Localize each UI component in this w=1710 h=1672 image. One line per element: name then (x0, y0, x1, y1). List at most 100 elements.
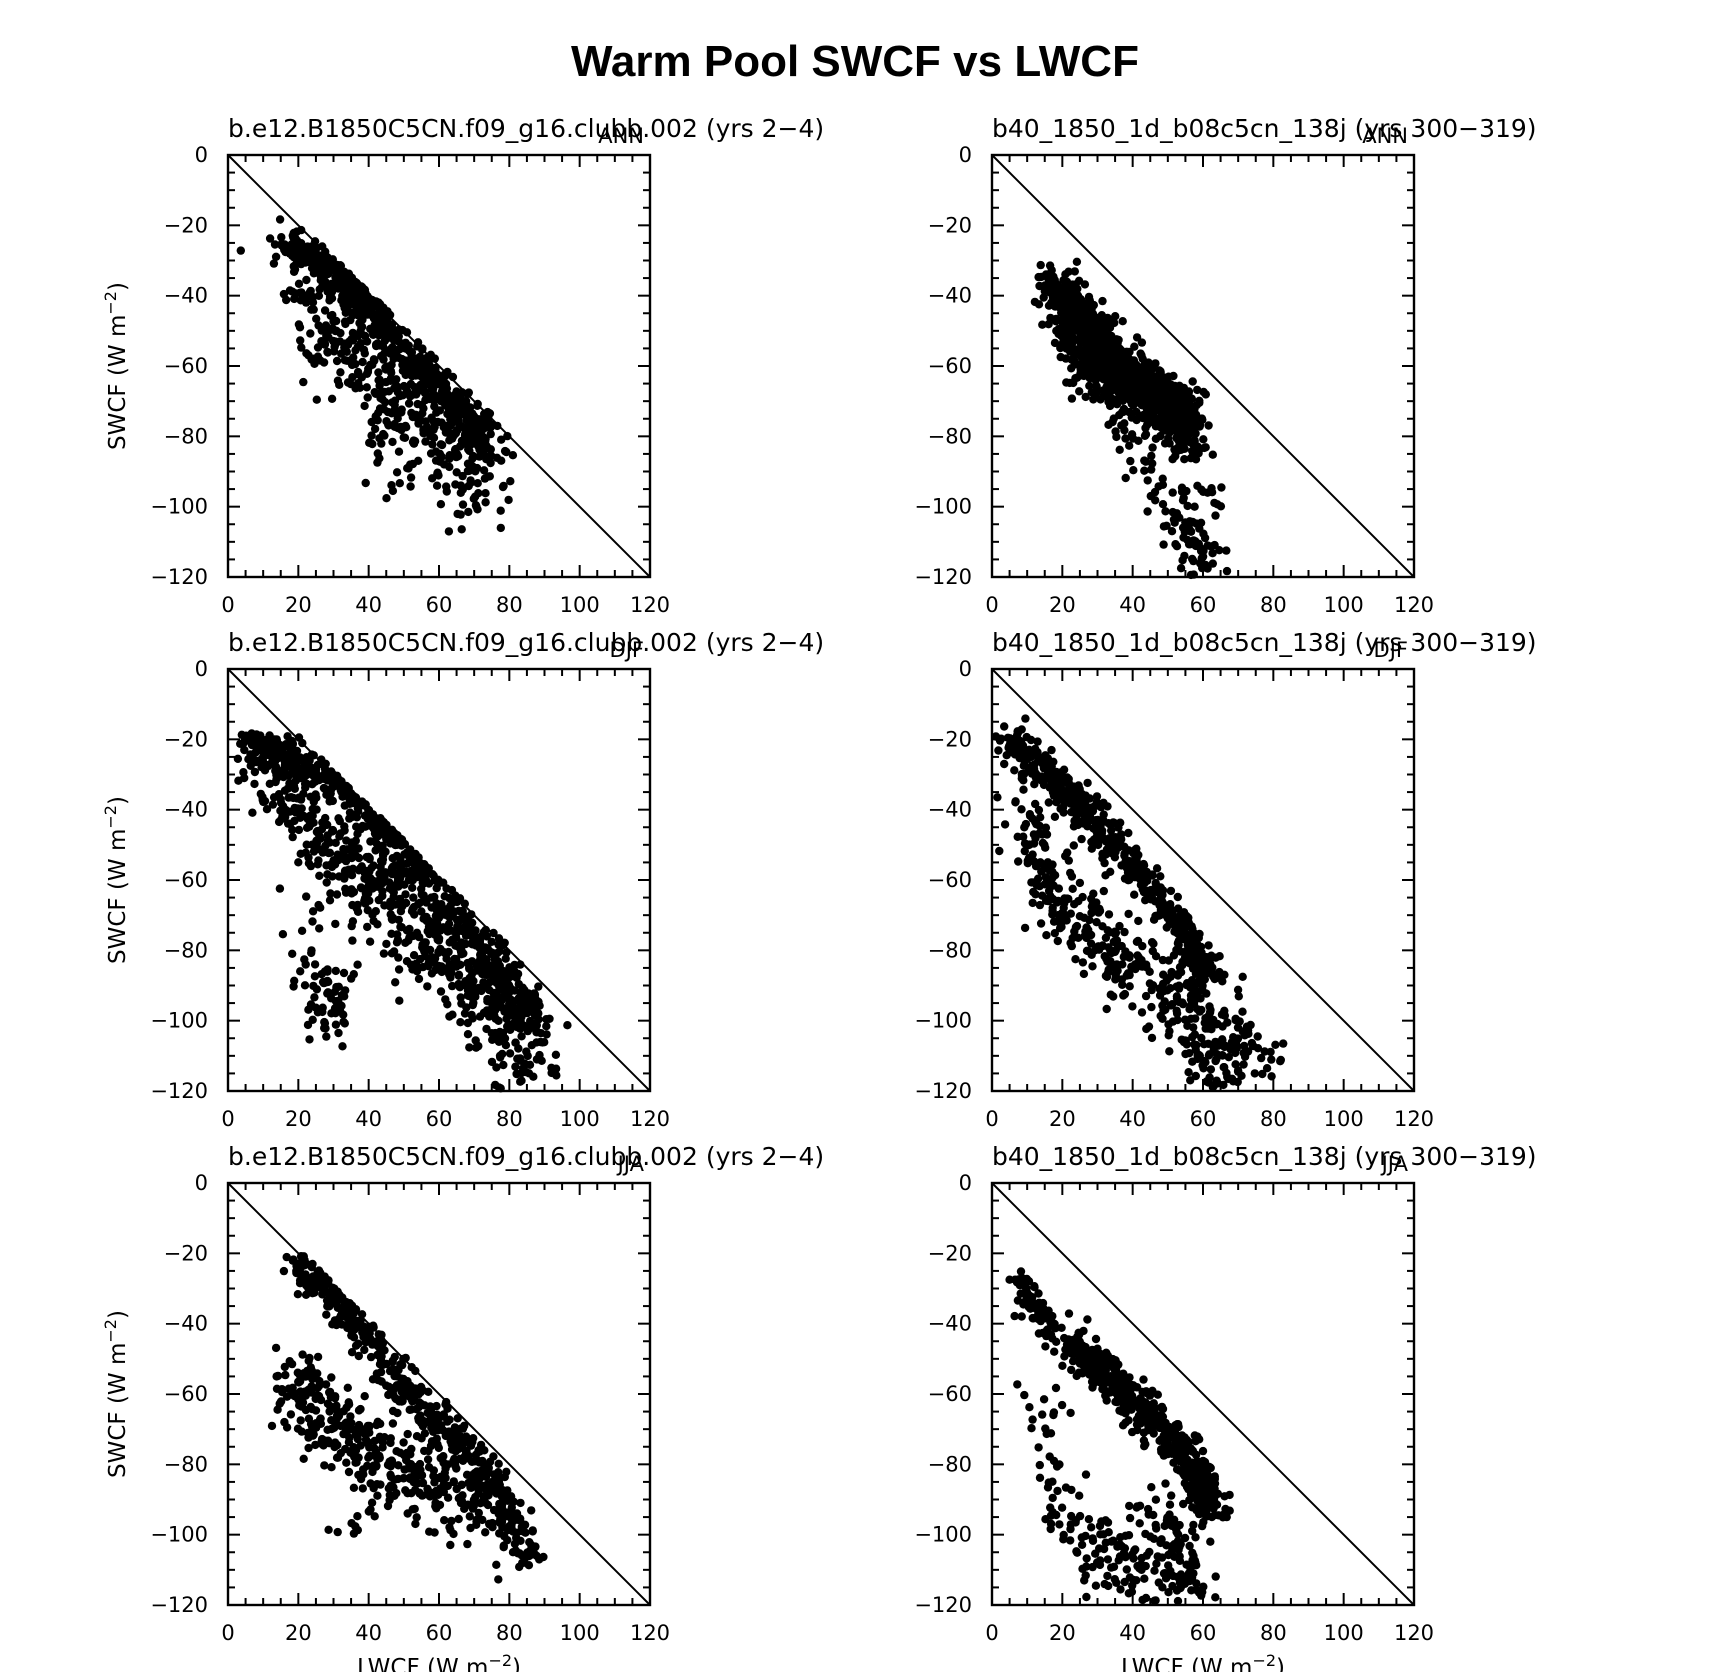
data-point (1081, 392, 1090, 402)
data-point (296, 849, 305, 858)
data-point (1138, 354, 1147, 363)
data-point (394, 915, 403, 925)
data-point (371, 389, 380, 398)
data-point (1132, 369, 1142, 378)
data-point (1074, 276, 1084, 285)
data-point (363, 393, 372, 402)
data-point (1197, 485, 1206, 494)
data-point (1110, 318, 1119, 328)
data-point (370, 424, 380, 434)
data-point (1192, 952, 1201, 961)
data-point (1156, 872, 1165, 881)
data-point (1071, 955, 1080, 964)
data-point (517, 1076, 526, 1085)
data-point (1060, 775, 1069, 784)
data-point (1083, 778, 1092, 788)
data-point (420, 938, 429, 947)
data-point (1102, 382, 1111, 391)
y-tick-label: −100 (150, 495, 208, 519)
data-point (1195, 398, 1204, 407)
data-point (312, 314, 321, 323)
data-point (493, 978, 502, 988)
data-point (1074, 327, 1083, 336)
data-point (392, 375, 401, 384)
data-point (390, 419, 399, 429)
data-point (1184, 540, 1194, 549)
data-point (443, 409, 452, 419)
data-point (1118, 317, 1127, 326)
data-point (382, 494, 391, 503)
data-point (306, 329, 315, 338)
data-point (348, 900, 357, 910)
data-point (358, 821, 367, 831)
data-point (1112, 384, 1121, 394)
data-point (1059, 765, 1069, 774)
data-point (308, 780, 317, 789)
data-point (1131, 860, 1140, 869)
data-point (296, 967, 305, 976)
data-point (1066, 868, 1075, 878)
data-point (356, 290, 365, 299)
data-point (469, 436, 479, 445)
data-point (1128, 1002, 1137, 1011)
data-point (288, 767, 298, 776)
data-point (356, 326, 365, 336)
data-point (349, 887, 359, 897)
data-point (288, 758, 297, 767)
data-point (326, 311, 335, 320)
data-point (1238, 972, 1247, 981)
x-tick-label: 60 (426, 593, 453, 617)
data-point (507, 964, 517, 973)
data-point (491, 1005, 500, 1015)
data-point (1222, 546, 1231, 555)
data-point (310, 993, 319, 1002)
data-point (1111, 427, 1120, 436)
data-point (302, 275, 311, 285)
data-point (395, 862, 405, 871)
data-point (1172, 982, 1181, 991)
y-tick-label: 0 (195, 657, 208, 681)
data-point (1043, 280, 1053, 289)
data-point (1172, 1009, 1182, 1018)
data-point (387, 368, 396, 377)
data-point (1098, 342, 1108, 351)
data-point (411, 964, 420, 973)
data-point (423, 982, 432, 991)
data-point (348, 936, 357, 945)
data-point (1017, 805, 1026, 814)
data-point (394, 965, 404, 974)
data-point (430, 892, 439, 902)
data-point (1047, 745, 1056, 755)
data-point (1204, 421, 1213, 430)
data-point (1130, 890, 1139, 899)
data-point (375, 381, 384, 390)
y-tick-label: −120 (150, 565, 208, 589)
data-point (318, 818, 327, 827)
data-point (1166, 919, 1175, 928)
data-point (500, 446, 510, 456)
data-point (1186, 527, 1196, 536)
data-point (1233, 985, 1243, 994)
data-point (516, 1024, 525, 1033)
data-point (1043, 894, 1053, 904)
data-point (1235, 1017, 1244, 1026)
data-point (1080, 337, 1089, 346)
data-point (340, 303, 349, 313)
data-point (1050, 338, 1060, 348)
data-point (1207, 488, 1217, 497)
x-tick-label: 80 (1260, 1107, 1287, 1131)
data-point (465, 1043, 474, 1052)
data-point (353, 960, 362, 969)
data-point (265, 234, 275, 243)
data-point (437, 900, 446, 909)
data-point (1069, 782, 1078, 791)
data-point (1127, 430, 1137, 439)
data-point (1146, 400, 1155, 409)
y-axis-label: SWCF (W m−2) (101, 796, 131, 964)
data-point (311, 790, 320, 799)
data-point (1119, 388, 1128, 397)
data-point (297, 343, 306, 352)
data-point (1047, 266, 1056, 275)
data-point (444, 947, 453, 957)
data-point (319, 358, 329, 367)
